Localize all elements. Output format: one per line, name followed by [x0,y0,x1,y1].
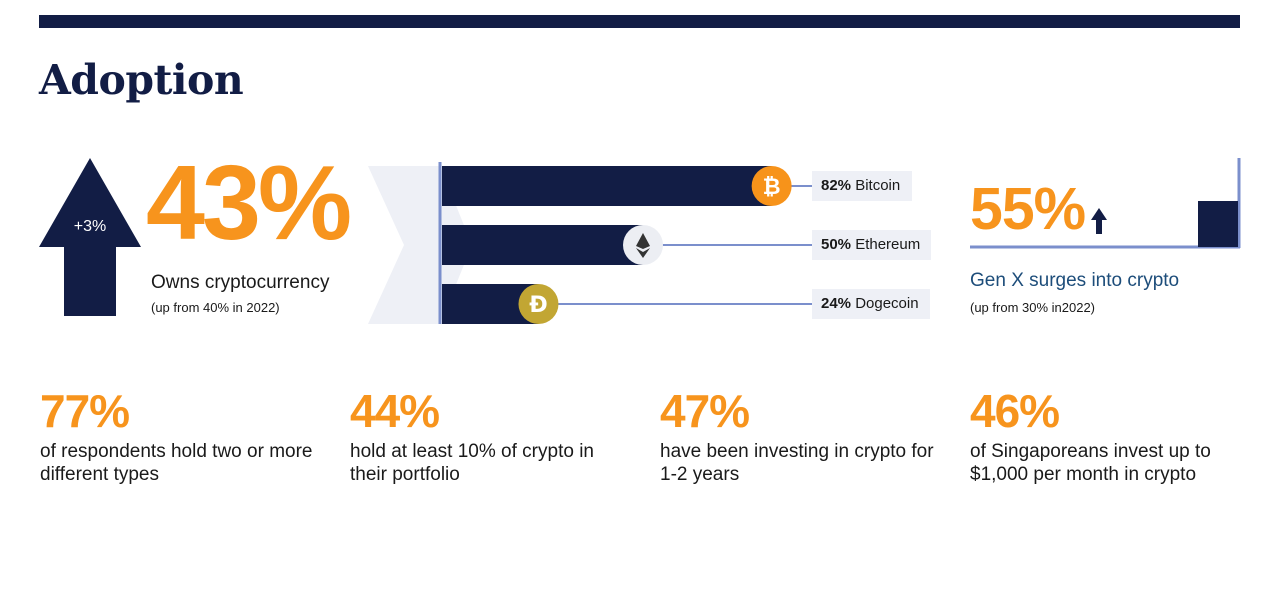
top-rule [39,15,1240,28]
change-label: +3% [73,218,107,235]
genx-value: 55% [970,176,1086,242]
genx-block [1198,201,1238,247]
stat-value: 46% [970,385,1060,437]
stat-value: 47% [660,385,750,437]
bar-label-name: Ethereum [851,236,921,253]
bitcoin-icon: ₿ [751,166,792,206]
dogecoin-icon: Ð [518,284,559,324]
small-up-arrow-icon [1091,208,1107,234]
bar-bitcoin [442,166,772,206]
bar-label-value: 24% [821,295,852,312]
coin-bar-chart: ₿Ð [368,162,812,324]
stat-hold-types: 77% of respondents hold two or more diff… [40,388,320,486]
bar-label-name: Dogecoin [851,295,919,312]
bar-label-ethereum: 50% Ethereum [812,230,931,260]
stat-description: of respondents hold two or more differen… [40,441,313,485]
bar-label-value: 50% [821,236,852,253]
bar-label-name: Bitcoin [851,177,901,194]
stat-portfolio-share: 44% hold at least 10% of crypto in their… [350,388,630,486]
bar-label-value: 82% [821,177,852,194]
page-title: Adoption [39,56,244,104]
bar-ethereum [442,225,643,265]
bar-label-dogecoin: 24% Dogecoin [812,289,930,319]
stat-investing-duration: 47% have been investing in crypto for 1-… [660,388,940,486]
ethereum-icon [623,225,663,265]
up-arrow-icon [39,158,141,316]
stat-value: 44% [350,385,440,437]
stat-monthly-investment: 46% of Singaporeans invest up to $1,000 … [970,388,1250,486]
genx-label: Gen X surges into crypto [970,270,1180,291]
stat-description: hold at least 10% of crypto in their por… [350,441,594,485]
stat-description: of Singaporeans invest up to $1,000 per … [970,441,1211,485]
ownership-sub: (up from 40% in 2022) [151,300,280,315]
stat-value: 77% [40,385,130,437]
ownership-value: 43% [146,144,352,262]
bar-label-bitcoin: 82% Bitcoin [812,171,912,201]
svg-text:Ð: Ð [529,293,547,318]
genx-sub: (up from 30% in2022) [970,300,1096,315]
stat-description: have been investing in crypto for 1-2 ye… [660,441,934,485]
genx-bracket [970,158,1241,249]
ownership-label: Owns cryptocurrency [151,272,330,293]
svg-text:₿: ₿ [763,175,781,200]
